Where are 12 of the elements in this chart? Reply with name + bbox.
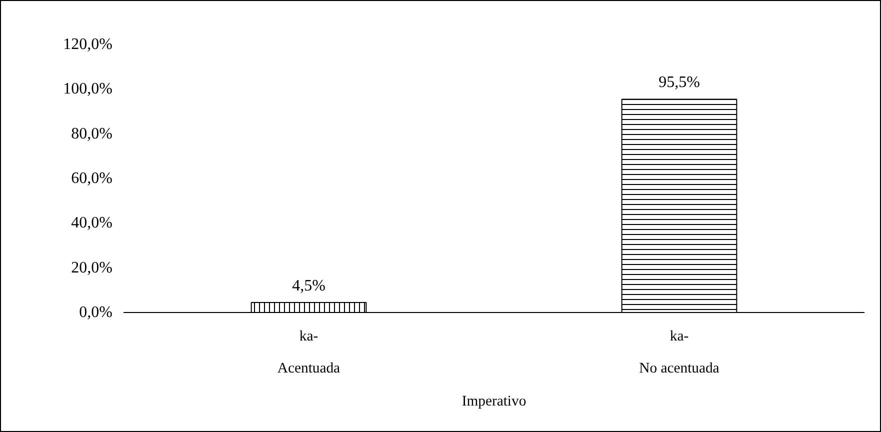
y-tick-label: 60,0% xyxy=(71,170,112,187)
x-tick-label: ka- No acentuada xyxy=(639,328,720,376)
x-axis-title: Imperativo xyxy=(462,394,526,410)
y-tick-label: 120,0% xyxy=(63,36,112,53)
y-tick-label: 100,0% xyxy=(63,80,112,98)
y-tick-label: 40,0% xyxy=(71,214,112,232)
y-tick-label: 20,0% xyxy=(71,259,112,276)
y-tick-label: 80,0% xyxy=(71,125,112,142)
x-tick-label: ka- Acentuada xyxy=(277,328,341,376)
data-label: 95,5% xyxy=(658,74,700,92)
data-label: 4,5% xyxy=(292,277,326,294)
y-tick-label: 0,0% xyxy=(79,304,112,321)
